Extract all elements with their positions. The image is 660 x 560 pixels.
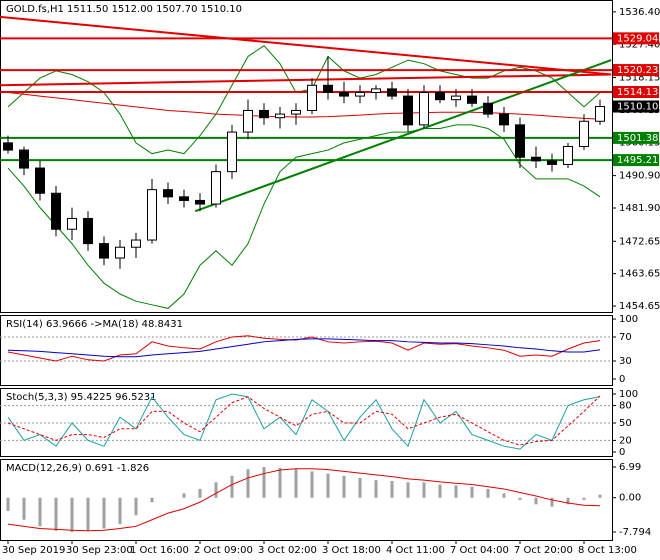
- candle-body: [451, 95, 461, 101]
- x-tick-label: 7 Oct 20:00: [514, 545, 573, 556]
- x-tick-label: 4 Oct 11:00: [386, 545, 445, 556]
- y-tick-label: 50: [619, 418, 632, 429]
- candle-body: [211, 171, 221, 205]
- trend-line: [0, 73, 612, 87]
- candle-body: [467, 95, 477, 104]
- candle-body: [515, 124, 525, 158]
- y-tick-label: 20: [619, 435, 632, 446]
- x-tick-label: 30 Sep 23:00: [66, 545, 133, 556]
- x-tick-label: 7 Oct 04:00: [450, 545, 509, 556]
- level-label: 1529.04: [617, 33, 658, 44]
- level-label: 1514.13: [617, 87, 658, 98]
- panel-frame: [0, 0, 613, 313]
- y-tick-label: 1454.65: [619, 301, 660, 312]
- overlay-line: [7, 91, 601, 120]
- candle-body: [323, 84, 333, 93]
- candle-body: [19, 149, 29, 169]
- candle-body: [163, 189, 173, 198]
- candle-body: [35, 167, 45, 194]
- candle-body: [51, 192, 61, 230]
- candle-body: [499, 113, 509, 126]
- candle-body: [195, 199, 205, 205]
- candle-body: [387, 88, 397, 97]
- candle-body: [419, 91, 429, 126]
- candle-body: [243, 109, 253, 133]
- candle-body: [483, 102, 493, 115]
- candle-body: [227, 131, 237, 173]
- level-label-box: [613, 131, 659, 144]
- candle-body: [179, 196, 189, 201]
- candle-body: [339, 91, 349, 97]
- candle-body: [579, 120, 589, 147]
- y-tick-label: 0: [619, 447, 625, 458]
- candle-body: [307, 84, 317, 111]
- panel-title: RSI(14) 63.9666 ->MA(18) 48.8431: [6, 319, 183, 330]
- candle-body: [147, 189, 157, 241]
- candle-body: [595, 106, 605, 122]
- panel-title: MACD(12,26,9) 0.691 -1.826: [6, 463, 149, 474]
- x-tick-label: 3 Oct 02:00: [258, 545, 317, 556]
- panel-frame: [0, 315, 613, 386]
- y-tick-label: 100: [619, 389, 638, 400]
- y-tick-label: 0.00: [619, 493, 641, 504]
- candle-body: [403, 95, 413, 126]
- last-price-label: 1510.10: [617, 102, 658, 113]
- trend-line: [194, 59, 612, 213]
- level-label: 1501.38: [617, 133, 658, 144]
- candle-body: [131, 239, 141, 248]
- candle-body: [83, 217, 93, 245]
- candle-body: [275, 113, 285, 119]
- candle-body: [259, 109, 269, 119]
- indicator-line: [7, 335, 601, 362]
- level-label-box: [613, 32, 659, 45]
- indicator-line: [7, 468, 601, 532]
- y-tick-label: 30: [619, 356, 632, 367]
- candle-body: [67, 217, 77, 230]
- indicator-line: [7, 338, 601, 358]
- x-tick-label: 30 Sep 2019: [2, 545, 65, 556]
- trend-line: [0, 15, 612, 76]
- indicator-line: [7, 393, 601, 450]
- candle-body: [3, 142, 13, 151]
- panel-frame: [0, 459, 613, 541]
- level-label: 1520.23: [617, 65, 658, 76]
- x-tick-label: 8 Oct 13:00: [578, 545, 637, 556]
- candle-body: [115, 246, 125, 259]
- y-tick-label: 100: [619, 314, 638, 325]
- x-tick-label: 2 Oct 09:00: [194, 545, 253, 556]
- candle-body: [547, 160, 557, 165]
- panel-title: Stoch(5,3,3) 95.4225 96.5231: [6, 392, 157, 403]
- y-tick-label: 6.99: [619, 462, 641, 473]
- y-tick-label: 1472.65: [619, 236, 660, 247]
- candle-body: [563, 145, 573, 165]
- candle-body: [435, 91, 445, 101]
- panel-title: GOLD.fs,H1 1511.50 1512.00 1507.70 1510.…: [6, 4, 242, 15]
- candle-body: [531, 156, 541, 162]
- candle-body: [371, 88, 381, 93]
- x-tick-label: 3 Oct 18:00: [322, 545, 381, 556]
- level-label-box: [613, 64, 659, 77]
- candle-body: [99, 243, 109, 259]
- x-tick-label: 1 Oct 16:00: [130, 545, 189, 556]
- level-label-box: [613, 154, 659, 167]
- y-tick-label: 1463.65: [619, 269, 660, 280]
- y-tick-label: 1536.40: [619, 7, 660, 18]
- y-tick-label: -7.794: [619, 527, 651, 538]
- y-tick-label: 1481.90: [619, 203, 660, 214]
- level-label: 1495.21: [617, 155, 658, 166]
- y-tick-label: 0: [619, 374, 625, 385]
- y-tick-label: 1527.40: [619, 39, 660, 50]
- candle-body: [355, 91, 365, 97]
- candle-body: [291, 109, 301, 115]
- y-tick-label: 80: [619, 401, 632, 412]
- y-tick-label: 1518.15: [619, 73, 660, 84]
- level-label-box: [613, 86, 659, 99]
- y-tick-label: 70: [619, 332, 632, 343]
- overlay-line: [7, 45, 601, 155]
- y-tick-label: 1490.90: [619, 171, 660, 182]
- last-price-box: [613, 100, 659, 113]
